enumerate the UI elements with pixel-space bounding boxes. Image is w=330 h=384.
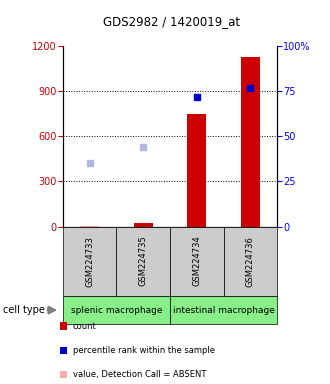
Bar — [60, 371, 67, 379]
Bar — [187, 114, 206, 227]
Text: cell type: cell type — [3, 305, 45, 315]
Bar — [116, 227, 170, 296]
Bar — [60, 347, 67, 354]
Bar — [63, 227, 116, 296]
Text: splenic macrophage: splenic macrophage — [71, 306, 162, 314]
Text: GSM224736: GSM224736 — [246, 236, 255, 286]
Bar — [63, 296, 170, 324]
Text: GSM224734: GSM224734 — [192, 236, 201, 286]
Text: intestinal macrophage: intestinal macrophage — [173, 306, 275, 314]
Text: percentile rank within the sample: percentile rank within the sample — [73, 346, 214, 355]
Text: count: count — [73, 322, 96, 331]
Text: GSM224735: GSM224735 — [139, 236, 148, 286]
Bar — [170, 227, 224, 296]
Bar — [134, 223, 152, 227]
Text: value, Detection Call = ABSENT: value, Detection Call = ABSENT — [73, 370, 206, 379]
Bar — [224, 227, 277, 296]
Bar — [241, 56, 260, 227]
Text: GSM224733: GSM224733 — [85, 236, 94, 286]
Text: GDS2982 / 1420019_at: GDS2982 / 1420019_at — [103, 15, 240, 28]
Bar — [80, 226, 99, 227]
Bar — [170, 296, 277, 324]
Bar — [60, 323, 67, 330]
